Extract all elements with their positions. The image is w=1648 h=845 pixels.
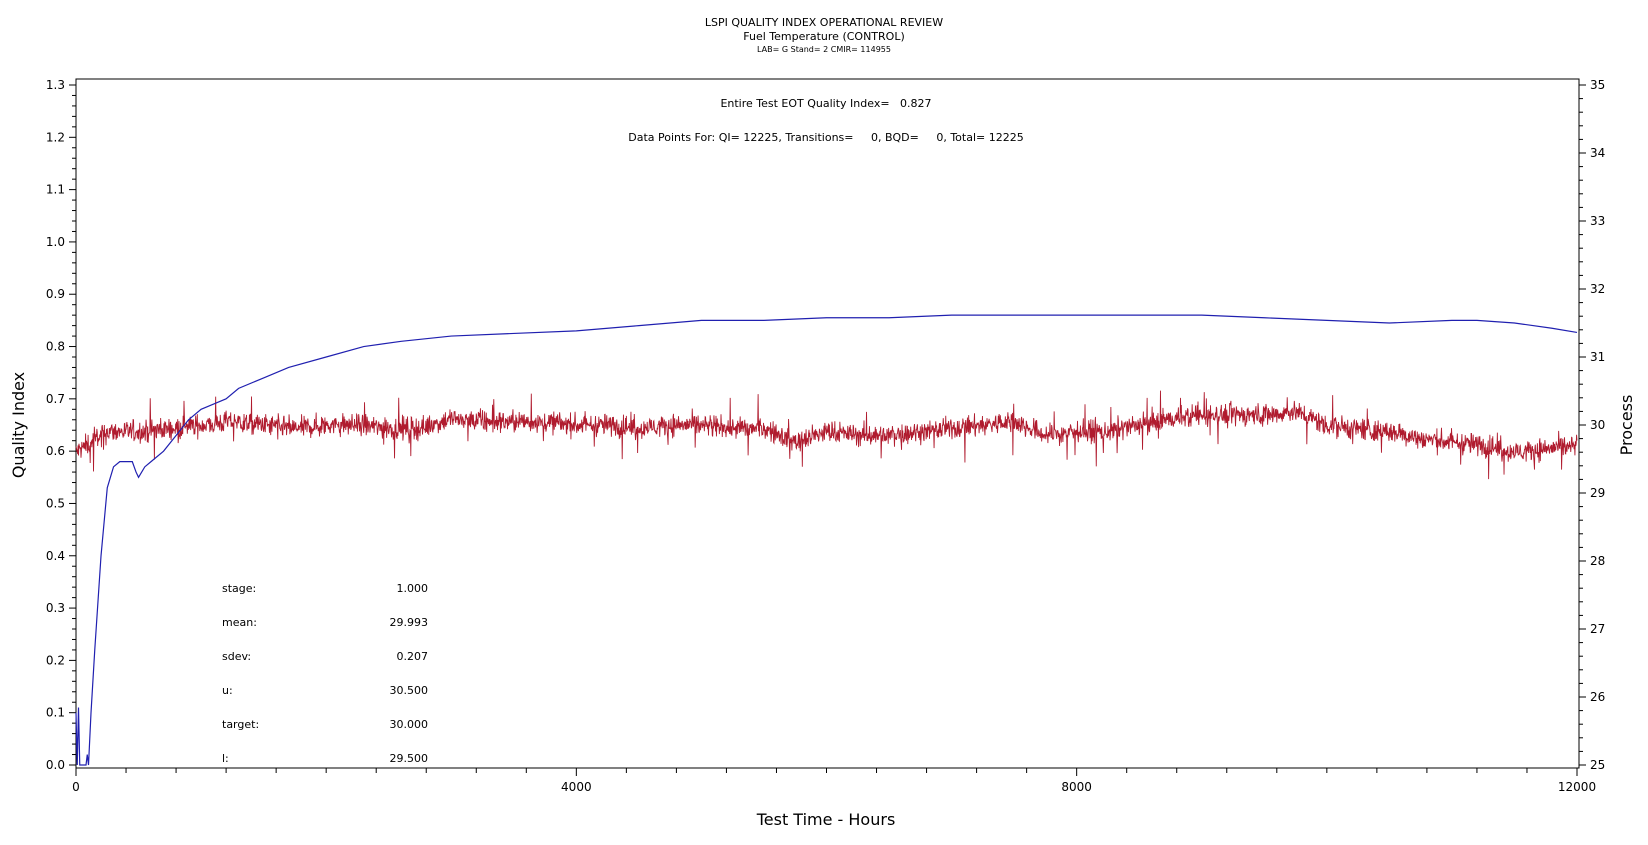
y-left-tick-label: 0.1: [46, 706, 65, 720]
stat-value-target: 30.000: [390, 718, 429, 731]
series-layer: [75, 314, 1578, 766]
process-series-line: [75, 390, 1578, 480]
quality-index-series-line: [75, 314, 1578, 766]
stat-value-sdev: 0.207: [397, 650, 429, 663]
y-left-tick-label: 0.6: [46, 444, 65, 458]
x-tick-label: 12000: [1558, 780, 1596, 794]
plot-area-frame: [75, 78, 1580, 769]
y-right-tick-label: 29: [1590, 486, 1605, 500]
y-left-axis-ticks: 0.0 0.1 0.2 0.3 0.4 0.5 0.6 0.7 0.8 0.9 1.0 1.1 1.2 1…: [46, 78, 76, 772]
y-left-tick-label: 1.3: [46, 78, 65, 92]
y-right-tick-label: 33: [1590, 214, 1605, 228]
y-right-tick-label: 30: [1590, 418, 1605, 432]
y-right-tick-label: 28: [1590, 554, 1605, 568]
chart-subtitle-2: LAB= G Stand= 2 CMIR= 114955: [757, 45, 891, 54]
stat-value-stage: 1.000: [397, 582, 429, 595]
y-left-axis-label: Quality Index: [9, 372, 28, 478]
y-left-tick-label: 0.4: [46, 549, 65, 563]
y-right-tick-label: 32: [1590, 282, 1605, 296]
stat-label-l: l:: [222, 752, 229, 765]
y-right-tick-label: 27: [1590, 622, 1605, 636]
stat-label-target: target:: [222, 718, 259, 731]
y-right-tick-label: 35: [1590, 78, 1605, 92]
y-right-tick-label: 25: [1590, 758, 1605, 772]
y-left-tick-label: 0.0: [46, 758, 65, 772]
stat-label-sdev: sdev:: [222, 650, 251, 663]
y-left-tick-label: 0.2: [46, 653, 65, 667]
y-left-tick-label: 0.9: [46, 287, 65, 301]
eot-quality-index-note: Entire Test EOT Quality Index= 0.827: [720, 97, 931, 110]
y-right-tick-label: 31: [1590, 350, 1605, 364]
x-axis-label: Test Time - Hours: [756, 810, 896, 829]
stats-block: stage: 1.000 mean: 29.993 sdev: 0.207 u:…: [222, 582, 428, 765]
chart-subtitle: Fuel Temperature (CONTROL): [743, 30, 905, 43]
y-left-tick-label: 1.1: [46, 183, 65, 197]
stat-label-mean: mean:: [222, 616, 257, 629]
y-right-tick-label: 26: [1590, 690, 1605, 704]
y-right-axis-ticks: 25 26 27 28 29 30 31 32 33 34 35: [1579, 78, 1605, 772]
y-left-tick-label: 0.8: [46, 340, 65, 354]
x-tick-label: 0: [72, 780, 80, 794]
y-right-tick-label: 34: [1590, 146, 1605, 160]
x-axis-ticks: 0 4000 8000 12000: [72, 768, 1596, 794]
stat-value-u: 30.500: [390, 684, 429, 697]
data-points-note: Data Points For: QI= 12225, Transitions=…: [628, 131, 1023, 144]
y-right-axis-label: Process: [1617, 395, 1636, 456]
x-tick-label: 4000: [561, 780, 592, 794]
stat-label-stage: stage:: [222, 582, 256, 595]
y-left-tick-label: 0.5: [46, 496, 65, 510]
y-left-tick-label: 0.3: [46, 601, 65, 615]
y-left-tick-label: 1.0: [46, 235, 65, 249]
y-left-tick-label: 1.2: [46, 130, 65, 144]
x-tick-label: 8000: [1061, 780, 1092, 794]
stat-label-u: u:: [222, 684, 233, 697]
y-left-tick-label: 0.7: [46, 392, 65, 406]
stat-value-l: 29.500: [390, 752, 429, 765]
stat-value-mean: 29.993: [390, 616, 429, 629]
chart-title: LSPI QUALITY INDEX OPERATIONAL REVIEW: [705, 16, 943, 29]
